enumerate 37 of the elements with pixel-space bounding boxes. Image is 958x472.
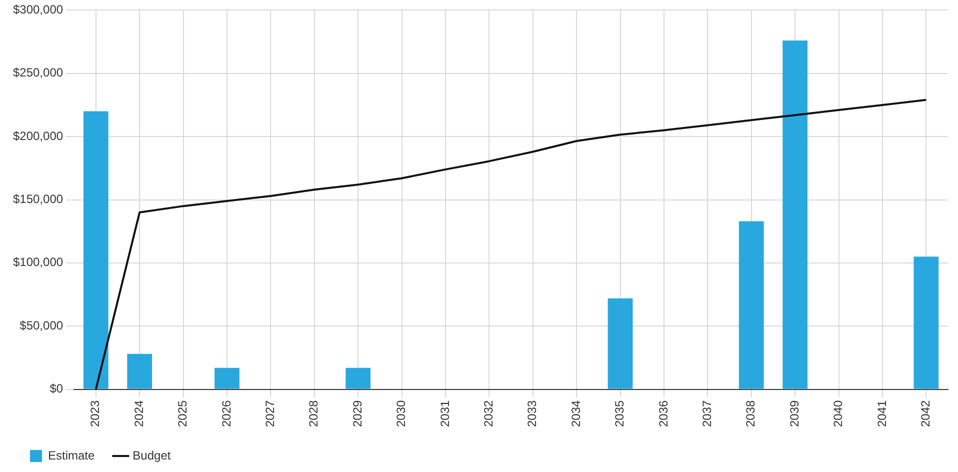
bar [346,368,371,389]
x-tick-label: 2024 [132,400,146,428]
x-tick-label: 2034 [568,400,583,428]
x-tick-label: 2033 [525,400,540,428]
x-tick-label: 2032 [481,400,496,428]
x-tick-label: 2039 [787,400,802,428]
y-tick-label: $300,000 [12,2,64,17]
y-tick-label: $200,000 [12,128,64,143]
y-tick-label: $50,000 [20,318,64,332]
x-tick-label: 2027 [263,400,277,428]
legend-label: Budget [132,448,172,462]
bar [914,256,939,389]
x-tick-label: 2042 [918,400,932,428]
y-tick-label: $0 [50,382,64,396]
x-tick-label: 2030 [394,400,408,428]
y-tick-label: $100,000 [12,255,64,270]
y-tick-label: $250,000 [12,66,64,80]
bar [608,298,633,389]
x-tick-label: 2029 [350,400,364,428]
x-tick-label: 2040 [831,400,846,428]
x-tick-label: 2028 [306,400,321,428]
x-tick-label: 2026 [219,400,234,428]
bar [738,221,764,389]
x-tick-label: 2037 [700,400,714,428]
x-tick-label: 2035 [612,400,627,428]
bar [214,368,240,389]
bar [782,40,808,389]
x-tick-label: 2041 [874,400,889,428]
x-tick-label: 2038 [744,400,758,428]
bar [127,354,152,389]
legend-label: Estimate [48,448,96,462]
x-tick-label: 2023 [88,400,102,428]
x-tick-label: 2036 [656,400,670,428]
y-tick-label: $150,000 [12,192,64,206]
x-tick-label: 2025 [176,400,190,428]
bar [83,111,108,389]
x-tick-label: 2031 [438,400,452,428]
